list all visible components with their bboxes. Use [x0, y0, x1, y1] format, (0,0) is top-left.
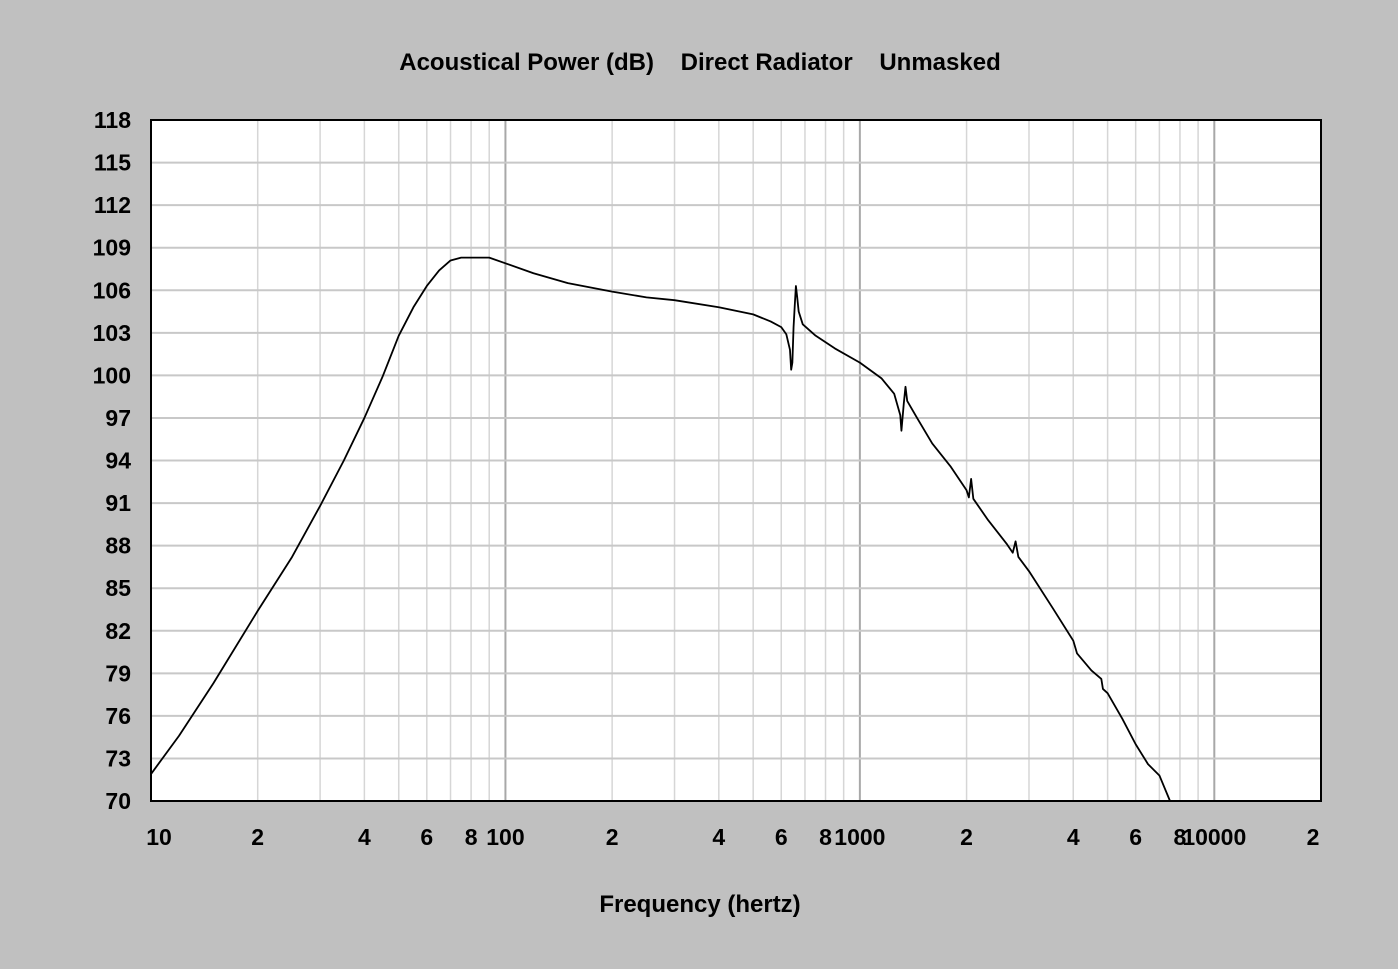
y-tick-label: 97	[105, 405, 131, 431]
y-tick-label: 109	[93, 235, 131, 261]
x-tick-label: 10	[146, 824, 172, 850]
y-tick-label: 76	[105, 703, 131, 729]
x-tick-label: 2	[960, 824, 973, 850]
y-tick-label: 103	[93, 320, 131, 346]
x-tick-label: 6	[1129, 824, 1142, 850]
y-tick-label: 106	[93, 277, 131, 303]
x-tick-label: 4	[712, 824, 725, 850]
grid-lines	[151, 120, 1321, 801]
y-tick-label: 88	[105, 533, 131, 559]
x-tick-label: 4	[358, 824, 371, 850]
x-tick-label: 6	[420, 824, 433, 850]
x-tick-label: 8	[1174, 824, 1187, 850]
y-tick-label: 70	[105, 788, 131, 814]
y-tick-label: 79	[105, 660, 131, 686]
x-tick-label: 100	[486, 824, 524, 850]
x-tick-label: 1000	[834, 824, 885, 850]
series-layer	[150, 256, 1171, 802]
x-tick-label: 2	[606, 824, 619, 850]
x-tick-label: 8	[819, 824, 832, 850]
x-tick-label: 10000	[1182, 824, 1246, 850]
y-tick-label: 94	[105, 448, 131, 474]
y-tick-label: 73	[105, 745, 131, 771]
y-axis-tick-labels: 70 73 76 79 82 85 88 91 94 97 100 103 106 109 112 115 11…	[93, 107, 132, 814]
x-axis-label: Frequency (hertz)	[599, 891, 800, 918]
series-line	[150, 256, 1171, 802]
x-tick-label: 6	[775, 824, 788, 850]
x-tick-label: 8	[465, 824, 478, 850]
chart-title: Acoustical Power (dB) Direct Radiator Un…	[399, 49, 1000, 76]
plot-frame	[150, 119, 1322, 802]
y-tick-label: 85	[105, 575, 131, 601]
x-tick-label: 4	[1067, 824, 1080, 850]
y-tick-label: 112	[94, 192, 131, 218]
y-tick-label: 91	[105, 490, 131, 516]
y-tick-label: 100	[93, 362, 131, 388]
x-tick-label: 2	[1307, 824, 1320, 850]
y-tick-label: 82	[105, 618, 131, 644]
y-tick-label: 115	[94, 150, 131, 176]
y-tick-label: 118	[94, 107, 131, 133]
x-tick-label: 2	[251, 824, 264, 850]
